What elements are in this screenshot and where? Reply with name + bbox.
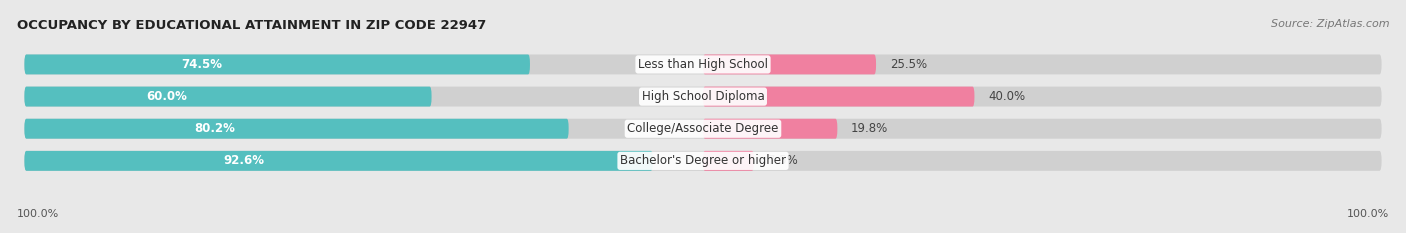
FancyBboxPatch shape xyxy=(24,87,432,106)
Text: 25.5%: 25.5% xyxy=(890,58,927,71)
Legend: Owner-occupied, Renter-occupied: Owner-occupied, Renter-occupied xyxy=(572,230,834,233)
Text: 92.6%: 92.6% xyxy=(224,154,264,167)
Text: High School Diploma: High School Diploma xyxy=(641,90,765,103)
FancyBboxPatch shape xyxy=(24,119,568,139)
Text: 80.2%: 80.2% xyxy=(194,122,235,135)
FancyBboxPatch shape xyxy=(703,87,974,106)
Text: 60.0%: 60.0% xyxy=(146,90,187,103)
Text: 100.0%: 100.0% xyxy=(1347,209,1389,219)
FancyBboxPatch shape xyxy=(703,119,838,139)
Text: Bachelor's Degree or higher: Bachelor's Degree or higher xyxy=(620,154,786,167)
FancyBboxPatch shape xyxy=(24,55,530,74)
FancyBboxPatch shape xyxy=(703,55,876,74)
FancyBboxPatch shape xyxy=(24,151,652,171)
Text: Source: ZipAtlas.com: Source: ZipAtlas.com xyxy=(1271,19,1389,29)
Text: OCCUPANCY BY EDUCATIONAL ATTAINMENT IN ZIP CODE 22947: OCCUPANCY BY EDUCATIONAL ATTAINMENT IN Z… xyxy=(17,19,486,32)
FancyBboxPatch shape xyxy=(24,87,1382,106)
Text: 19.8%: 19.8% xyxy=(851,122,889,135)
Text: Less than High School: Less than High School xyxy=(638,58,768,71)
Text: 100.0%: 100.0% xyxy=(17,209,59,219)
Text: 7.5%: 7.5% xyxy=(768,154,797,167)
Text: 74.5%: 74.5% xyxy=(181,58,222,71)
FancyBboxPatch shape xyxy=(24,119,1382,139)
FancyBboxPatch shape xyxy=(24,55,1382,74)
FancyBboxPatch shape xyxy=(24,151,1382,171)
Text: 40.0%: 40.0% xyxy=(988,90,1025,103)
FancyBboxPatch shape xyxy=(703,151,754,171)
Text: College/Associate Degree: College/Associate Degree xyxy=(627,122,779,135)
